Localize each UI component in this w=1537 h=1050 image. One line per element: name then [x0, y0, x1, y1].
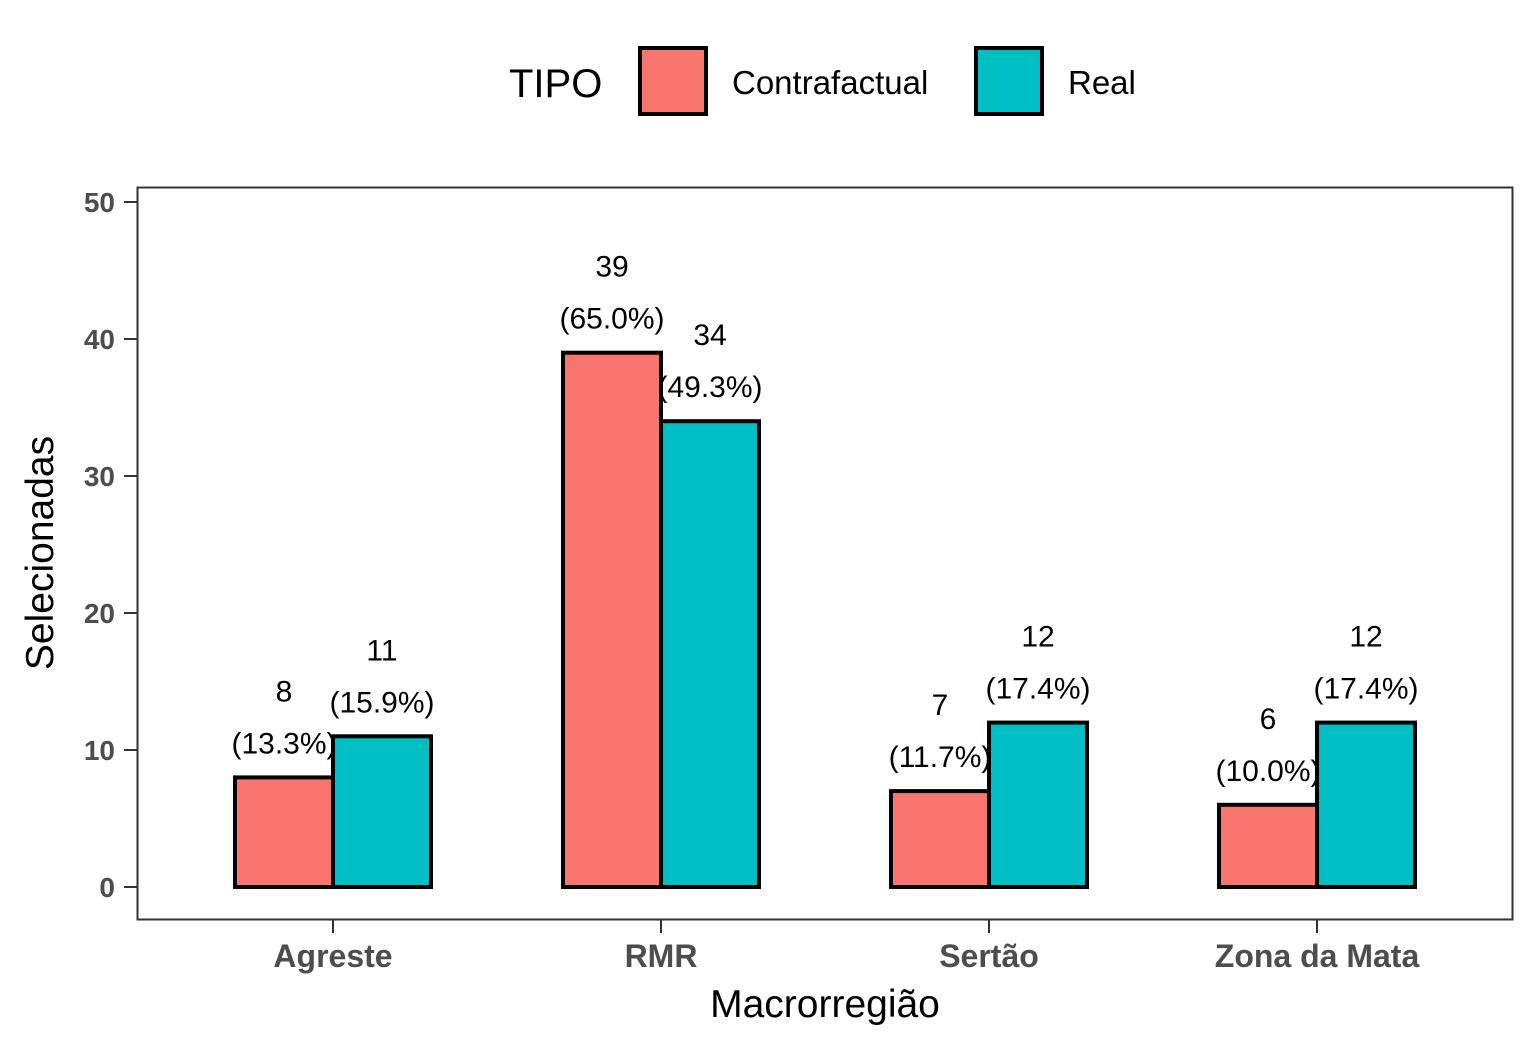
- legend-label-contrafactual: Contrafactual: [732, 64, 928, 101]
- data-label-percent: (11.7%): [889, 741, 992, 774]
- data-label-value: 8: [276, 675, 293, 708]
- bar-contrafactual-2: [561, 350, 663, 889]
- data-label-value: 6: [1260, 703, 1277, 736]
- data-label-percent: (13.3%): [231, 727, 336, 760]
- data-label-value: 12: [1349, 621, 1382, 654]
- data-label-value: 39: [595, 251, 628, 284]
- y-tick-label: 30: [84, 461, 115, 492]
- data-label-percent: (17.4%): [985, 673, 1090, 706]
- legend-key-real: [974, 46, 1044, 116]
- bar-contrafactual-4: [1217, 802, 1319, 889]
- bar-contrafactual-1: [233, 775, 335, 890]
- y-tick-label: 0: [99, 872, 115, 903]
- data-label-percent: (15.9%): [329, 686, 434, 719]
- x-tick-label: Zona da Mata: [1215, 938, 1420, 974]
- x-tick-label: RMR: [625, 938, 698, 974]
- y-tick-label: 10: [84, 735, 115, 766]
- data-label-value: 12: [1021, 621, 1054, 654]
- bar-real-4: [1315, 720, 1417, 889]
- data-label-percent: (65.0%): [559, 303, 664, 336]
- legend-title: TIPO: [509, 62, 602, 106]
- x-axis: Agreste RMR Sertão Zona da Mata: [273, 920, 1419, 974]
- y-tick-label: 40: [84, 324, 115, 355]
- data-label-value: 7: [932, 689, 949, 722]
- legend-label-real: Real: [1068, 64, 1136, 101]
- plot-panel: [136, 186, 1514, 921]
- x-tick-label: Agreste: [273, 938, 392, 974]
- x-tick-label: Sertão: [939, 938, 1039, 974]
- bar-real-3: [987, 720, 1089, 889]
- bar-real-1: [331, 734, 433, 889]
- bars: [233, 350, 1417, 890]
- data-label-percent: (10.0%): [1215, 755, 1320, 788]
- y-axis: 0 10 20 30 40 50: [84, 187, 137, 903]
- y-tick-label: 50: [84, 187, 115, 218]
- data-label-percent: (49.3%): [657, 371, 762, 404]
- y-axis-title: Selecionadas: [19, 436, 62, 670]
- data-label-percent: (17.4%): [1313, 673, 1418, 706]
- data-label-value: 34: [693, 319, 726, 352]
- legend: TIPO Contrafactual Real: [509, 46, 1136, 116]
- y-tick-label: 20: [84, 598, 115, 629]
- data-label-value: 11: [366, 634, 397, 667]
- x-axis-title: Macrorregião: [710, 983, 940, 1026]
- bar-contrafactual-3: [889, 789, 991, 889]
- data-labels: 8 (13.3%) 39 (65.0%) 7 (11.7%) 6 (10.0%) 11 (15.9…: [231, 251, 1418, 788]
- bar-real-2: [659, 419, 761, 889]
- legend-key-contrafactual: [638, 46, 708, 116]
